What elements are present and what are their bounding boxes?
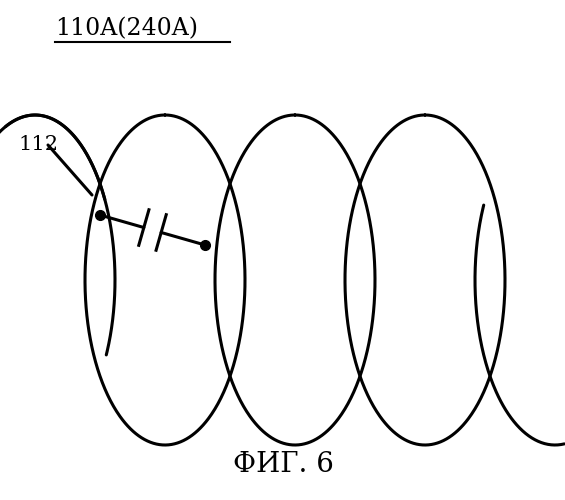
Text: ФИГ. 6: ФИГ. 6 — [233, 451, 333, 478]
Text: 110A(240A): 110A(240A) — [55, 17, 198, 40]
Text: 112: 112 — [18, 136, 58, 154]
